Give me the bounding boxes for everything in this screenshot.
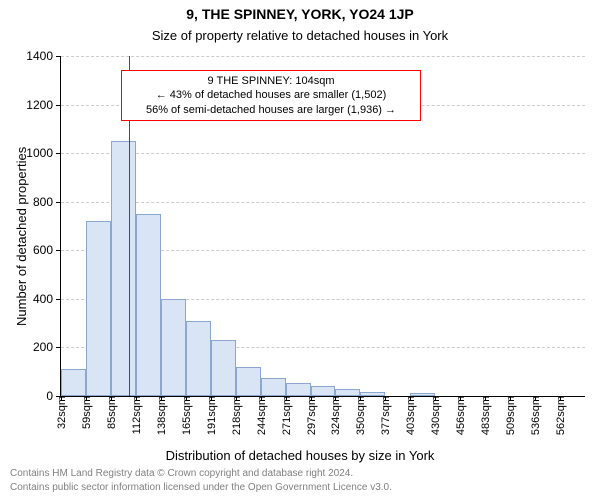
x-tick-label: 218sqm (229, 396, 243, 435)
x-tick-label: 112sqm (129, 396, 143, 434)
gridline (61, 153, 585, 154)
x-tick-label: 138sqm (154, 396, 168, 435)
x-tick-label: 456sqm (453, 396, 467, 435)
x-axis-label: Distribution of detached houses by size … (0, 448, 600, 463)
chart-container: 9, THE SPINNEY, YORK, YO24 1JP Size of p… (0, 0, 600, 500)
y-tick-label: 1200 (26, 98, 61, 112)
address-title: 9, THE SPINNEY, YORK, YO24 1JP (0, 6, 600, 22)
annotation-line: 9 THE SPINNEY: 104sqm (128, 74, 414, 88)
histogram-bar (236, 367, 261, 396)
footer-line-1: Contains HM Land Registry data © Crown c… (10, 468, 353, 479)
y-tick-label: 1000 (26, 146, 61, 160)
x-tick-label: 244sqm (254, 396, 268, 435)
footer-line-2: Contains public sector information licen… (10, 482, 392, 493)
histogram-bar (136, 214, 161, 396)
histogram-bar (86, 221, 111, 396)
histogram-bar (211, 340, 236, 396)
annotation-box: 9 THE SPINNEY: 104sqm← 43% of detached h… (121, 70, 421, 121)
x-tick-label: 483sqm (478, 396, 492, 435)
histogram-bar (311, 386, 336, 396)
x-tick-label: 85sqm (104, 396, 118, 429)
histogram-bar (61, 369, 86, 396)
plot-area: 020040060080010001200140032sqm59sqm85sqm… (60, 56, 585, 397)
gridline (61, 56, 585, 57)
x-tick-label: 377sqm (378, 396, 392, 435)
histogram-bar (335, 389, 360, 396)
x-tick-label: 562sqm (553, 396, 567, 435)
x-tick-label: 430sqm (428, 396, 442, 435)
x-tick-label: 165sqm (179, 396, 193, 435)
x-tick-label: 403sqm (403, 396, 417, 435)
histogram-bar (161, 299, 186, 396)
x-tick-label: 59sqm (79, 396, 93, 429)
y-tick-label: 600 (33, 243, 61, 257)
x-tick-label: 536sqm (528, 396, 542, 435)
gridline (61, 202, 585, 203)
x-tick-label: 509sqm (503, 396, 517, 435)
histogram-bar (111, 141, 136, 396)
y-tick-label: 1400 (26, 49, 61, 63)
y-tick-label: 200 (33, 340, 61, 354)
histogram-bar (186, 321, 211, 396)
x-tick-label: 324sqm (328, 396, 342, 435)
annotation-line: ← 43% of detached houses are smaller (1,… (128, 88, 414, 102)
chart-title: Size of property relative to detached ho… (0, 28, 600, 43)
x-tick-label: 350sqm (353, 396, 367, 435)
histogram-bar (261, 378, 286, 396)
annotation-line: 56% of semi-detached houses are larger (… (128, 103, 414, 117)
y-tick-label: 400 (33, 292, 61, 306)
y-axis-label: Number of detached properties (14, 147, 29, 326)
x-tick-label: 32sqm (54, 396, 68, 429)
x-tick-label: 271sqm (279, 396, 293, 435)
y-tick-label: 800 (33, 195, 61, 209)
x-tick-label: 297sqm (304, 396, 318, 435)
x-tick-label: 191sqm (204, 396, 218, 435)
histogram-bar (286, 383, 311, 396)
